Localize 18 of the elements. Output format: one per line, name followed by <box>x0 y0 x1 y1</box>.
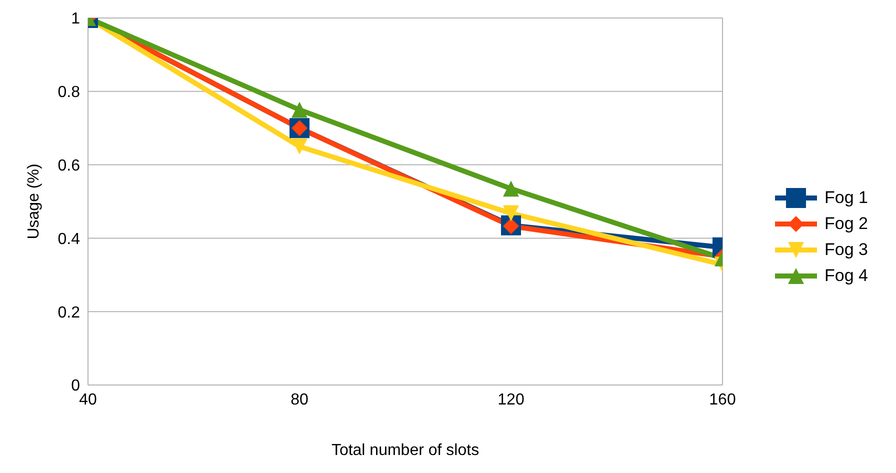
legend-label: Fog 3 <box>824 240 868 260</box>
y-tick-label: 0.4 <box>58 230 80 248</box>
x-tick-label: 40 <box>79 391 97 408</box>
legend-label: Fog 1 <box>824 188 868 208</box>
y-axis-title: Usage (%) <box>26 164 43 240</box>
point <box>292 102 308 118</box>
y-tick-label: 0 <box>71 378 80 395</box>
x-tick-label: 120 <box>498 391 524 408</box>
y-tick-label: 0.8 <box>58 84 80 102</box>
y-tick-label: 1 <box>71 10 80 28</box>
point <box>292 138 308 154</box>
y-tick-label: 0.6 <box>58 157 80 174</box>
legend-label: Fog 4 <box>824 266 868 286</box>
y-tick-label: 0.2 <box>58 304 80 322</box>
legend-label: Fog 2 <box>824 214 868 234</box>
x-tick-label: 80 <box>290 391 309 408</box>
x-tick-label: 160 <box>709 391 736 408</box>
x-axis-title: Total number of slots <box>331 442 480 459</box>
